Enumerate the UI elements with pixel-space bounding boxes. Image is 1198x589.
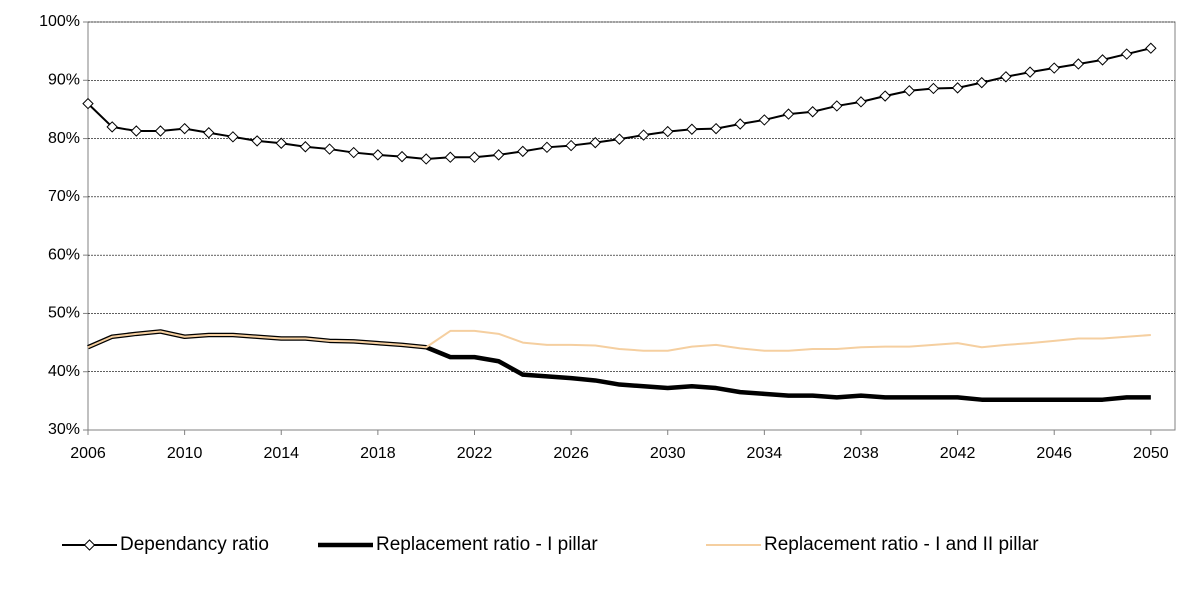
legend-label: Dependancy ratio bbox=[120, 534, 269, 555]
data-point bbox=[178, 122, 191, 135]
data-point bbox=[831, 100, 843, 112]
x-tick-label: 2038 bbox=[843, 445, 879, 462]
data-point bbox=[1072, 58, 1085, 70]
data-point bbox=[1000, 71, 1012, 83]
data-point bbox=[82, 97, 94, 110]
x-tick-label: 2006 bbox=[70, 445, 106, 462]
y-tick-label: 40% bbox=[48, 363, 80, 380]
data-point bbox=[879, 90, 891, 102]
data-point bbox=[855, 96, 867, 108]
data-point bbox=[613, 133, 626, 145]
data-point bbox=[299, 141, 312, 153]
data-point bbox=[541, 141, 553, 154]
data-point bbox=[251, 135, 263, 147]
data-point bbox=[275, 137, 287, 149]
x-tick-label: 2026 bbox=[553, 445, 589, 462]
x-tick-label: 2018 bbox=[360, 445, 396, 462]
data-point bbox=[951, 82, 964, 94]
x-tick-label: 2022 bbox=[457, 445, 493, 462]
x-tick-label: 2050 bbox=[1133, 445, 1169, 462]
y-tick-label: 70% bbox=[48, 188, 80, 205]
data-point bbox=[1120, 48, 1133, 60]
y-tick-label: 80% bbox=[48, 130, 80, 147]
data-point bbox=[1048, 62, 1060, 74]
x-tick-label: 2014 bbox=[263, 445, 299, 462]
data-point bbox=[130, 125, 143, 137]
data-point bbox=[1024, 66, 1036, 78]
data-point bbox=[492, 149, 505, 161]
x-tick-label: 2042 bbox=[940, 445, 976, 462]
data-point bbox=[903, 85, 915, 97]
data-point bbox=[348, 146, 360, 159]
data-point bbox=[323, 143, 336, 155]
x-tick-label: 2010 bbox=[167, 445, 203, 462]
x-tick-label: 2034 bbox=[747, 445, 783, 462]
data-point bbox=[806, 106, 819, 118]
y-tick-label: 60% bbox=[48, 246, 80, 263]
data-point bbox=[637, 129, 650, 141]
data-point bbox=[686, 123, 698, 135]
y-tick-label: 30% bbox=[48, 421, 80, 438]
legend-label: Replacement ratio - I and II pillar bbox=[764, 534, 1039, 555]
y-tick-label: 90% bbox=[48, 72, 80, 89]
data-point bbox=[565, 139, 577, 152]
data-point bbox=[396, 150, 408, 163]
y-tick-label: 100% bbox=[39, 13, 80, 30]
data-point bbox=[927, 82, 940, 95]
legend-marker bbox=[83, 539, 96, 551]
data-point bbox=[710, 122, 722, 135]
data-point bbox=[1145, 42, 1157, 54]
data-point bbox=[976, 76, 988, 89]
x-tick-label: 2046 bbox=[1036, 445, 1072, 462]
data-point bbox=[662, 125, 674, 138]
series-line bbox=[87, 329, 1151, 352]
y-tick-label: 50% bbox=[48, 305, 80, 322]
data-point bbox=[589, 136, 601, 149]
data-point bbox=[758, 114, 771, 126]
data-point bbox=[154, 125, 167, 137]
data-point bbox=[420, 153, 432, 165]
plot-area bbox=[87, 21, 1176, 431]
data-point bbox=[517, 145, 529, 158]
x-tick-label: 2030 bbox=[650, 445, 686, 462]
data-point bbox=[1096, 54, 1109, 66]
legend-label: Replacement ratio - I pillar bbox=[376, 534, 598, 555]
data-point bbox=[782, 108, 795, 120]
data-point bbox=[203, 127, 215, 139]
data-point bbox=[444, 151, 457, 163]
data-point bbox=[734, 118, 746, 130]
data-point bbox=[106, 121, 118, 133]
data-point bbox=[372, 149, 384, 161]
data-point bbox=[468, 151, 481, 163]
data-point bbox=[227, 131, 239, 143]
